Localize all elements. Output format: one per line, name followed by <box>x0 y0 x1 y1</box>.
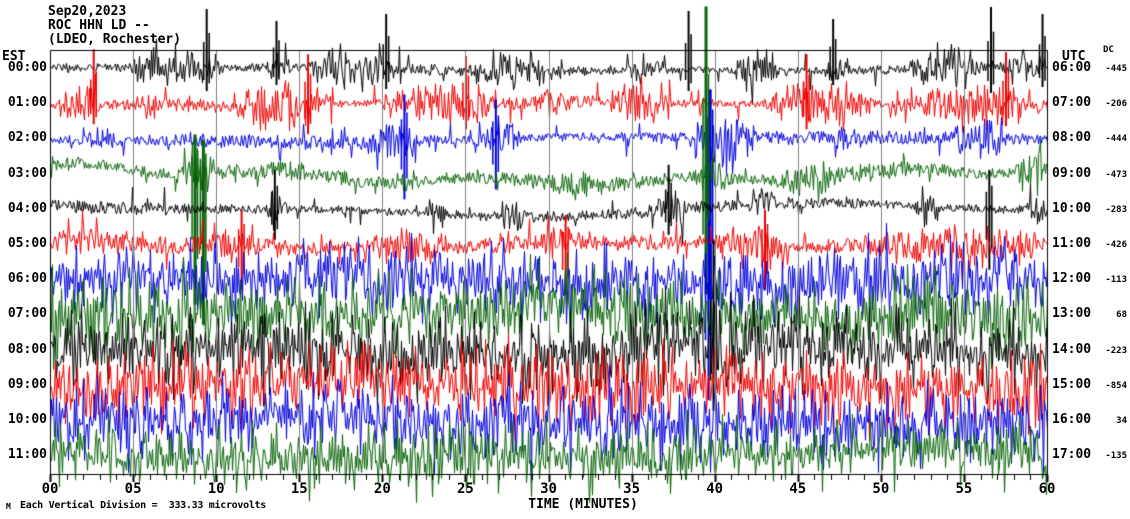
minute-tick-label: 55 <box>955 481 973 497</box>
header-station: ROC HHN LD -- <box>48 18 150 33</box>
dc-offset-value: -113 <box>1105 275 1127 286</box>
dc-offset-value: 68 <box>1116 310 1127 321</box>
est-hour-label: 02:00 <box>7 130 47 146</box>
dc-offset-value: -206 <box>1105 99 1127 110</box>
header-network: (LDEO, Rochester) <box>48 32 182 47</box>
est-hour-label: 03:00 <box>7 165 47 181</box>
est-hour-label: 09:00 <box>7 376 47 392</box>
est-hour-label: 06:00 <box>7 271 47 287</box>
minute-tick-label: 25 <box>456 481 474 497</box>
est-hour-label: 05:00 <box>7 236 47 251</box>
est-hour-label: 11:00 <box>7 447 47 463</box>
dc-offset-value: -223 <box>1105 345 1127 356</box>
dc-offset-value: -283 <box>1105 204 1127 215</box>
scale-note: Each Vertical Division = 333.33 microvol… <box>20 500 266 511</box>
minute-tick-label: 30 <box>540 481 557 497</box>
dc-offset-value: -444 <box>1105 134 1127 145</box>
minute-tick-label: 35 <box>623 481 640 497</box>
minute-tick-label: 45 <box>789 481 807 497</box>
dc-offset-value: -473 <box>1105 169 1127 180</box>
dc-offset-value: -445 <box>1105 64 1127 74</box>
est-hour-label: 00:00 <box>7 60 47 75</box>
dc-offset-value: -426 <box>1105 240 1127 250</box>
dc-offset-value: -854 <box>1105 380 1127 391</box>
dc-offset-value: 34 <box>1116 416 1127 426</box>
est-hour-label: 07:00 <box>7 306 47 322</box>
est-hour-label: 10:00 <box>7 412 47 427</box>
micro-mark: M <box>6 502 11 511</box>
minute-tick-label: 50 <box>872 481 890 497</box>
minute-tick-label: 10 <box>207 481 225 497</box>
minute-tick-label: 05 <box>124 481 142 497</box>
est-hour-label: 08:00 <box>7 341 47 357</box>
minute-tick-label: 15 <box>290 481 308 497</box>
minute-tick-label: 60 <box>1038 481 1056 497</box>
minute-tick-label: 40 <box>706 481 724 497</box>
x-axis-title: TIME (MINUTES) <box>528 497 638 512</box>
dc-offset-value: -135 <box>1105 451 1127 462</box>
minute-tick-label: 00 <box>41 481 59 497</box>
minute-tick-label: 20 <box>373 481 391 497</box>
est-hour-label: 04:00 <box>7 200 47 216</box>
header-date: Sep20,2023 <box>48 4 127 19</box>
est-hour-label: 01:00 <box>7 95 47 111</box>
dc-column-label: DC <box>1103 45 1114 55</box>
